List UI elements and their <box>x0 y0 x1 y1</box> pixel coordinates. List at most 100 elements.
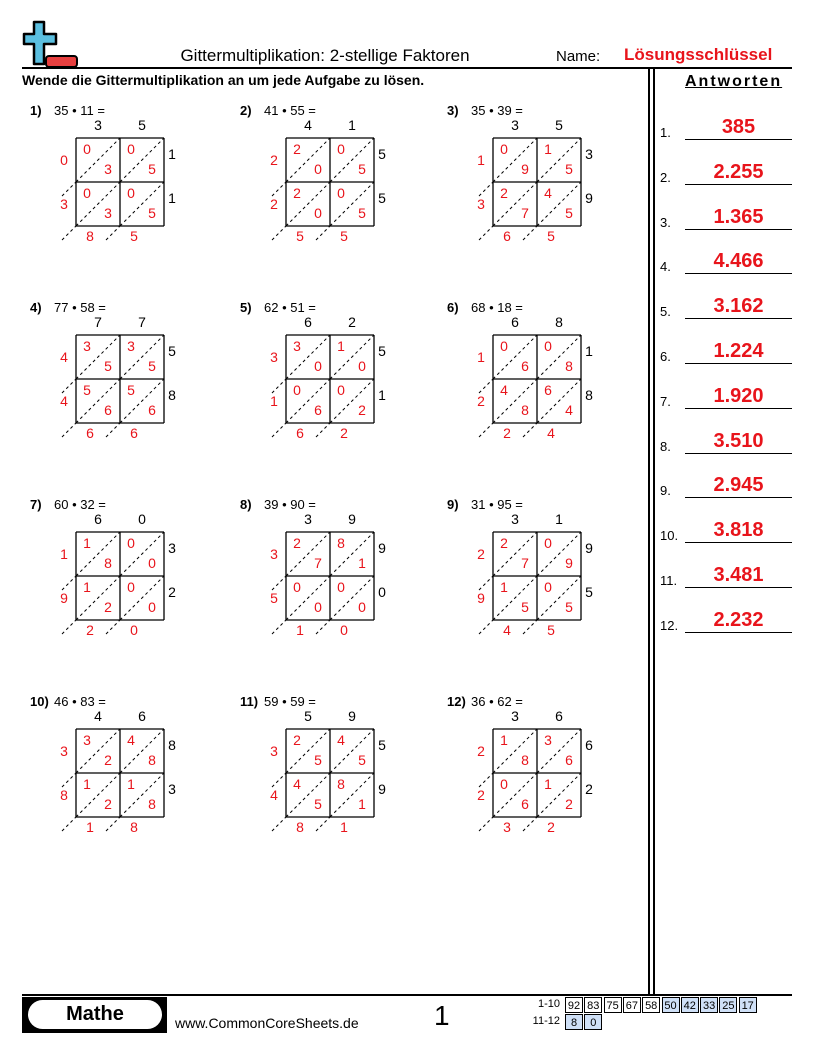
top-digit: 4 <box>304 117 312 133</box>
bottom-sum-digit: 2 <box>340 425 348 441</box>
instructions: Wende die Gittermultiplikation an um jed… <box>22 72 425 88</box>
problem-expression: 41 • 55 = <box>264 103 316 118</box>
carry-diagonal <box>105 619 121 635</box>
cell-tens-digit: 0 <box>544 338 552 354</box>
carry-diagonal <box>61 181 77 197</box>
bottom-sum-digit: 4 <box>503 622 511 638</box>
right-digit: 9 <box>585 540 593 556</box>
problem-number: 1) <box>30 103 42 118</box>
cell-diagonal <box>329 181 375 227</box>
problem: 5) 62 • 51 = 6 2 5 1 3 0 1 0 0 6 0 2 3 1 6 2 <box>240 300 440 490</box>
top-digit: 3 <box>511 117 519 133</box>
cell-diagonal <box>492 728 538 774</box>
right-digit: 5 <box>585 584 593 600</box>
lattice-grid <box>271 531 375 635</box>
cell-tens-digit: 0 <box>337 579 345 595</box>
cell-ones-digit: 0 <box>314 358 322 374</box>
cell-tens-digit: 5 <box>83 382 91 398</box>
right-digit: 6 <box>585 737 593 753</box>
cell-tens-digit: 2 <box>293 535 301 551</box>
cell-tens-digit: 1 <box>500 732 508 748</box>
score-cell: 58 <box>642 997 661 1013</box>
cell-ones-digit: 3 <box>104 205 112 221</box>
problem-number: 6) <box>447 300 459 315</box>
cell-ones-digit: 0 <box>358 599 366 615</box>
cell-tens-digit: 0 <box>293 579 301 595</box>
answers-heading: Antworten <box>685 73 783 90</box>
problem-expression: 62 • 51 = <box>264 300 316 315</box>
problem-expression: 35 • 11 = <box>54 103 105 118</box>
cell-tens-digit: 3 <box>83 338 91 354</box>
cell-diagonal <box>285 378 331 424</box>
cell-diagonal <box>536 137 582 183</box>
answer-number: 4. <box>660 259 671 275</box>
right-digit: 3 <box>585 146 593 162</box>
problem-expression: 46 • 83 = <box>54 694 106 709</box>
carry-diagonal <box>478 816 494 832</box>
column-divider <box>648 68 650 996</box>
right-digit: 5 <box>168 343 176 359</box>
answer-value: 4.466 <box>685 250 792 275</box>
top-digit: 6 <box>138 708 146 724</box>
cell-ones-digit: 5 <box>104 358 112 374</box>
carry-diagonal <box>522 816 538 832</box>
carry-diagonal <box>61 378 77 394</box>
cell-tens-digit: 1 <box>83 579 91 595</box>
score-cell: 92 <box>565 997 583 1013</box>
left-sum-digit: 2 <box>477 743 485 759</box>
left-sum-digit: 3 <box>60 743 68 759</box>
cell-tens-digit: 4 <box>337 732 345 748</box>
lattice-grid <box>478 531 582 635</box>
cell-ones-digit: 5 <box>148 358 156 374</box>
answer-value: 2.255 <box>685 161 792 185</box>
cell-ones-digit: 6 <box>104 402 112 418</box>
cell-tens-digit: 0 <box>127 579 135 595</box>
cell-ones-digit: 5 <box>148 205 156 221</box>
cell-tens-digit: 0 <box>544 579 552 595</box>
cell-tens-digit: 2 <box>293 732 301 748</box>
score-cell: 42 <box>680 997 699 1013</box>
left-sum-digit: 3 <box>270 349 278 365</box>
bottom-sum-digit: 5 <box>296 228 304 244</box>
cell-tens-digit: 1 <box>337 338 345 354</box>
left-sum-digit: 1 <box>60 546 68 562</box>
problem-number: 5) <box>240 300 252 315</box>
cell-ones-digit: 3 <box>104 161 112 177</box>
left-sum-digit: 9 <box>60 590 68 606</box>
right-digit: 8 <box>585 387 593 403</box>
cell-tens-digit: 4 <box>500 382 508 398</box>
carry-diagonal <box>522 619 538 635</box>
cell-diagonal <box>536 378 582 424</box>
problem-number: 8) <box>240 497 252 512</box>
problem-expression: 60 • 32 = <box>54 497 106 512</box>
carry-diagonal <box>478 575 494 591</box>
cell-ones-digit: 1 <box>358 796 366 812</box>
lattice-grid <box>61 728 165 832</box>
name-value: Lösungsschlüssel <box>624 45 773 64</box>
bottom-sum-digit: 0 <box>340 622 348 638</box>
bottom-sum-digit: 3 <box>503 819 511 835</box>
cell-ones-digit: 2 <box>104 796 112 812</box>
problem-number: 3) <box>447 103 459 118</box>
bottom-sum-digit: 8 <box>86 228 94 244</box>
cell-diagonal <box>536 334 582 380</box>
answer-value: 2.232 <box>685 609 792 633</box>
problem-number: 7) <box>30 497 42 512</box>
cell-diagonal <box>75 728 121 774</box>
carry-diagonal <box>105 816 121 832</box>
score-cell: 75 <box>603 997 622 1013</box>
right-digit: 5 <box>378 343 386 359</box>
cell-ones-digit: 5 <box>148 161 156 177</box>
answer-value: 1.224 <box>685 340 792 364</box>
cell-diagonal <box>329 137 375 183</box>
cell-tens-digit: 2 <box>293 141 301 157</box>
lattice-grid <box>478 334 582 438</box>
cell-ones-digit: 5 <box>565 205 573 221</box>
cell-diagonal <box>329 378 375 424</box>
cell-diagonal <box>492 181 538 227</box>
lattice-grid <box>61 137 165 241</box>
problem-expression: 77 • 58 = <box>54 300 106 315</box>
cell-diagonal <box>285 772 331 818</box>
right-digit: 8 <box>168 387 176 403</box>
cell-tens-digit: 0 <box>544 535 552 551</box>
